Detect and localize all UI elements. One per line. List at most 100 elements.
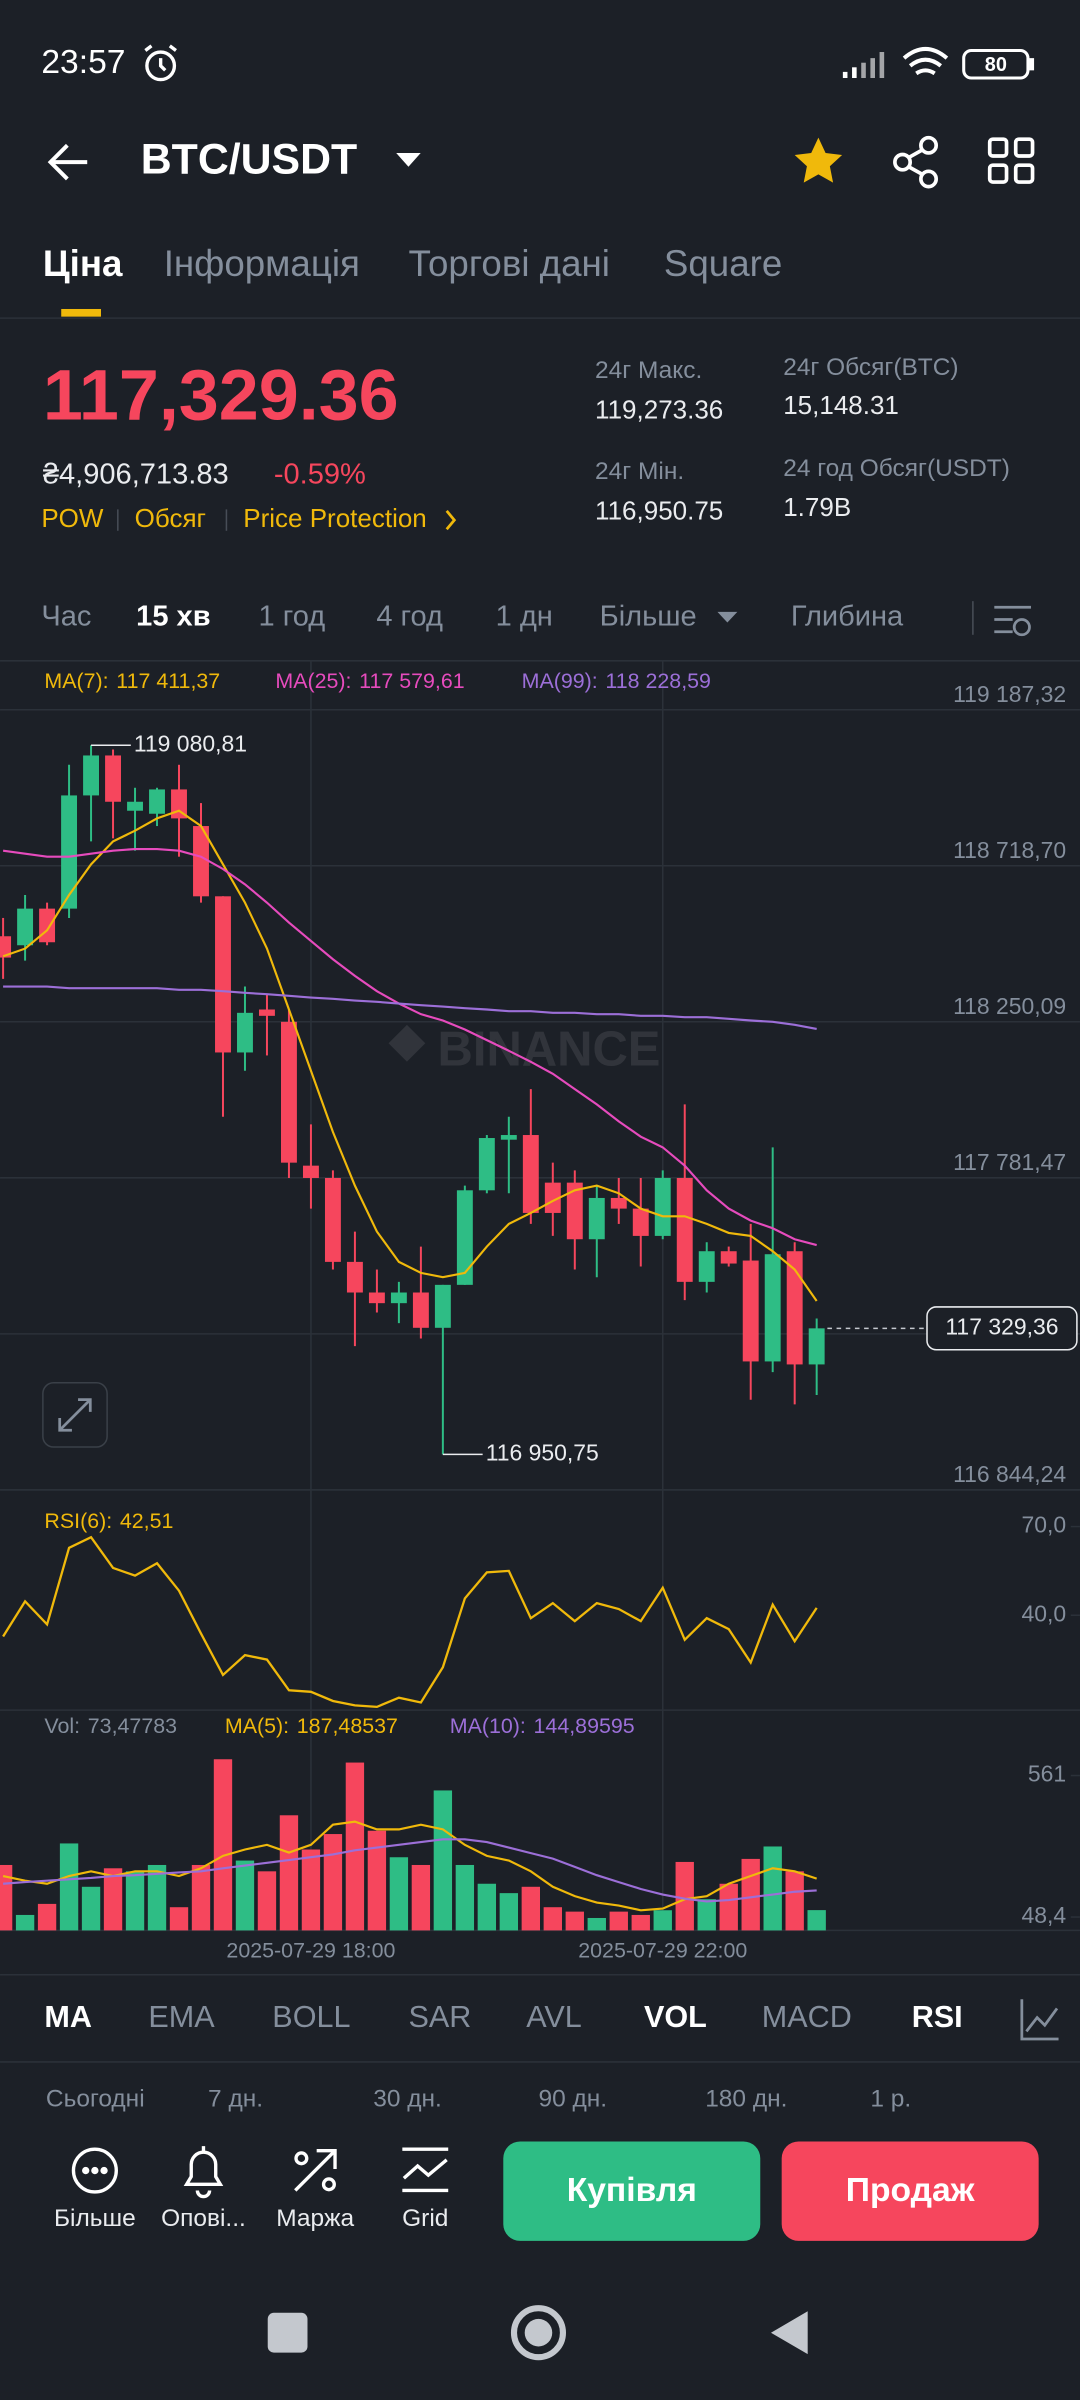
candle-body	[149, 789, 165, 814]
period[interactable]: 1 р.	[870, 2086, 911, 2113]
back-button[interactable]	[47, 143, 88, 181]
candle-body	[324, 1177, 341, 1262]
more-dropdown[interactable]	[717, 611, 738, 623]
action-label[interactable]: Більше	[54, 2205, 136, 2232]
grid-trading-icon[interactable]	[402, 2147, 449, 2193]
signal-icon	[842, 52, 885, 79]
action-label[interactable]: Grid	[402, 2205, 448, 2232]
legend-name: MA(99):	[522, 669, 598, 693]
chart-grid	[0, 660, 1080, 1932]
legend-name: MA(5):	[225, 1714, 289, 1738]
indicator[interactable]: MACD	[762, 2000, 852, 2034]
indicator-settings[interactable]	[1020, 1999, 1059, 2041]
interval[interactable]: Глибина	[791, 601, 904, 633]
tab[interactable]: Інформація	[164, 243, 360, 284]
interval[interactable]: 15 хв	[136, 601, 210, 633]
y-tick-label: 118 250,09	[953, 993, 1066, 1019]
indicator[interactable]: RSI	[912, 2000, 963, 2034]
legend-entry: MA(7): 117 411,37	[44, 669, 220, 693]
volume-bar	[807, 1910, 826, 1931]
period[interactable]: 30 дн.	[373, 2086, 442, 2113]
tag[interactable]: POW	[41, 503, 104, 533]
more-icon[interactable]	[71, 2147, 118, 2194]
interval[interactable]: 1 год	[259, 601, 326, 633]
volume-bar	[37, 1903, 57, 1931]
volume-bar	[235, 1860, 255, 1931]
legend-name: RSI(6):	[44, 1509, 112, 1533]
buy-label[interactable]: Купівля	[567, 2172, 697, 2209]
period[interactable]: Сьогодні	[46, 2086, 145, 2113]
interval-bar: Час 15 хв 1 год 4 год 1 дн Більше Глибина	[41, 601, 904, 633]
tag[interactable]: Price Protection	[243, 503, 427, 533]
volume-bar	[455, 1864, 475, 1931]
interval[interactable]: Час	[41, 601, 91, 633]
candle-body	[566, 1182, 583, 1240]
action-bar: Більше Опові... Маржа Grid	[54, 2205, 448, 2232]
expand-button[interactable]	[42, 1382, 108, 1448]
volume-bar	[675, 1861, 694, 1931]
favorite-star[interactable]	[794, 137, 843, 183]
nav-recents[interactable]	[267, 2312, 308, 2353]
stat-label: 24г Макс.	[595, 357, 702, 384]
interval[interactable]: Більше	[600, 601, 697, 633]
sell-label[interactable]: Продаж	[846, 2172, 976, 2209]
buy-button[interactable]	[503, 2141, 761, 2241]
share-button[interactable]	[893, 135, 939, 189]
indicator[interactable]: AVL	[526, 2000, 582, 2034]
nav-home[interactable]	[510, 2305, 567, 2361]
margin-icon[interactable]	[294, 2148, 337, 2192]
volume-bar	[279, 1815, 299, 1931]
volume-bar	[213, 1759, 233, 1931]
legend-value: 117 411,37	[116, 669, 220, 693]
stat-value: 1.79B	[783, 492, 851, 522]
action-label[interactable]: Маржа	[276, 2205, 354, 2232]
watermark-logo	[388, 1024, 426, 1062]
candle-body	[698, 1251, 715, 1282]
indicator[interactable]: VOL	[644, 2000, 707, 2034]
period[interactable]: 7 дн.	[208, 2086, 263, 2113]
wifi-icon	[902, 46, 949, 76]
volume-bar	[631, 1914, 650, 1931]
candle-body	[742, 1260, 759, 1362]
alert-icon[interactable]	[183, 2146, 224, 2199]
nav-back[interactable]	[770, 2311, 808, 2355]
candle-body	[654, 1177, 671, 1236]
tab[interactable]: Торгові дані	[408, 243, 609, 284]
interval[interactable]: 1 дн	[496, 601, 553, 633]
candle-body	[17, 908, 34, 946]
candle-body	[259, 1009, 275, 1016]
volume-bar	[741, 1858, 760, 1931]
sell-button[interactable]	[781, 2141, 1039, 2241]
chart-settings[interactable]	[994, 605, 1032, 637]
grid-menu[interactable]	[987, 137, 1035, 184]
stat-label: 24 год Обсяг(USDT)	[783, 455, 1010, 482]
indicator[interactable]: EMA	[148, 2000, 215, 2034]
legend-name: MA(25):	[275, 669, 351, 693]
indicator[interactable]: BOLL	[272, 2000, 350, 2034]
legend-entry: Vol: 73,47783	[44, 1714, 177, 1738]
battery-tip	[1029, 58, 1035, 71]
tag[interactable]: Обсяг	[135, 503, 206, 533]
indicator[interactable]: MA	[44, 2000, 92, 2034]
volume-bar	[323, 1834, 343, 1931]
volume-bar	[433, 1790, 453, 1931]
period[interactable]: 180 дн.	[705, 2086, 787, 2113]
tab[interactable]: Square	[664, 243, 782, 284]
volume-bar	[301, 1849, 321, 1931]
action-label[interactable]: Опові...	[161, 2205, 246, 2232]
pair-title[interactable]: BTC/USDT	[141, 135, 357, 183]
candle-body	[215, 896, 231, 1053]
rsi-line	[2, 1535, 818, 1709]
volume-bar	[59, 1843, 79, 1931]
pair-dropdown[interactable]	[396, 152, 421, 167]
period[interactable]: 90 дн.	[538, 2086, 607, 2113]
interval[interactable]: 4 год	[376, 601, 443, 633]
status-time: 23:57	[41, 44, 125, 81]
volume-bar	[0, 1864, 13, 1931]
volume-bar	[345, 1762, 365, 1931]
tab[interactable]: Ціна	[43, 243, 123, 284]
volume-bar	[653, 1910, 672, 1931]
candle-body	[39, 908, 56, 943]
indicator[interactable]: SAR	[408, 2000, 471, 2034]
